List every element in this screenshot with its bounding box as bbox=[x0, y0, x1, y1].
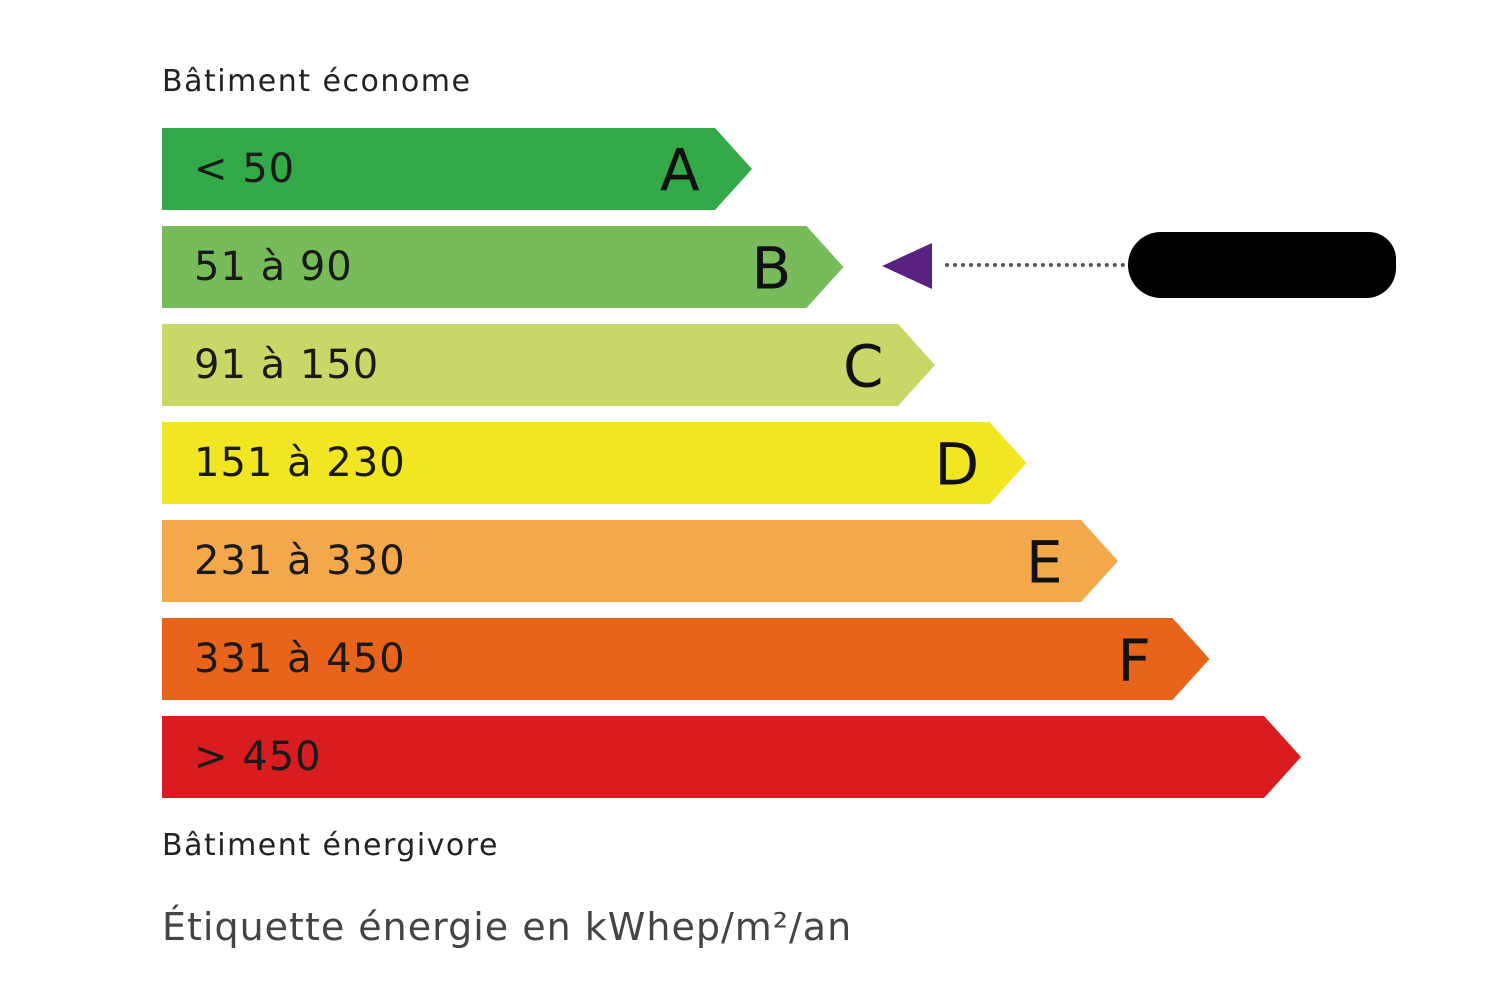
class-letter: B bbox=[751, 234, 792, 303]
class-range: 151 à 230 bbox=[194, 440, 406, 486]
energy-class-bar: 331 à 450 F bbox=[162, 618, 1210, 700]
bottom-label: Bâtiment énergivore bbox=[162, 828, 499, 863]
footer-caption: Étiquette énergie en kWhep/m²/an bbox=[162, 905, 853, 949]
energy-class-bar: 151 à 230 D bbox=[162, 422, 1027, 504]
class-range: 51 à 90 bbox=[194, 244, 353, 290]
class-indicator-arrow-icon bbox=[882, 243, 932, 289]
class-letter: D bbox=[934, 430, 980, 499]
class-range: 91 à 150 bbox=[194, 342, 380, 388]
energy-class-bar: > 450 bbox=[162, 716, 1301, 798]
energy-class-bar: < 50 A bbox=[162, 128, 752, 210]
class-range: < 50 bbox=[194, 146, 296, 192]
indicator-dotted-line bbox=[945, 263, 1125, 267]
class-range: > 450 bbox=[194, 734, 322, 780]
energy-class-bar: 231 à 330 E bbox=[162, 520, 1118, 602]
class-letter: C bbox=[843, 332, 884, 401]
class-letter: F bbox=[1117, 626, 1151, 695]
class-range: 231 à 330 bbox=[194, 538, 406, 584]
energy-class-bar: 51 à 90 B bbox=[162, 226, 844, 308]
class-letter: A bbox=[660, 136, 700, 205]
top-label: Bâtiment économe bbox=[162, 64, 472, 99]
energy-class-bar: 91 à 150 C bbox=[162, 324, 935, 406]
redacted-value bbox=[1128, 232, 1396, 298]
class-letter: E bbox=[1026, 528, 1063, 597]
class-range: 331 à 450 bbox=[194, 636, 406, 682]
